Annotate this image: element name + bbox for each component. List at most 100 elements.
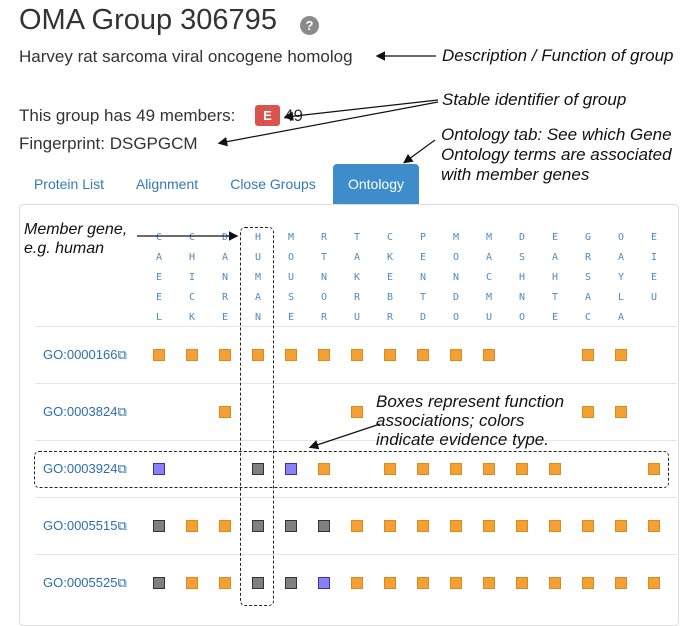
species-letter: A	[155, 252, 163, 263]
association-box[interactable]	[450, 520, 462, 532]
association-box[interactable]	[252, 520, 264, 532]
association-box[interactable]	[417, 520, 429, 532]
go-term-link[interactable]: GO:0000166⧉	[43, 347, 127, 362]
association-box[interactable]	[450, 349, 462, 361]
species-letter: M	[485, 232, 493, 243]
go-term-link[interactable]: GO:0003824⧉	[43, 404, 127, 419]
association-box[interactable]	[516, 577, 528, 589]
species-letter: U	[485, 312, 493, 323]
association-box[interactable]	[384, 577, 396, 589]
species-letter: A	[617, 312, 625, 323]
association-box[interactable]	[252, 577, 264, 589]
association-box[interactable]	[582, 520, 594, 532]
association-box[interactable]	[318, 349, 330, 361]
association-box[interactable]	[153, 463, 165, 475]
association-box[interactable]	[285, 463, 297, 475]
species-letter: E	[155, 272, 163, 283]
tab-alignment[interactable]: Alignment	[135, 176, 199, 192]
association-box[interactable]	[450, 463, 462, 475]
association-box[interactable]	[417, 463, 429, 475]
association-box[interactable]	[483, 577, 495, 589]
association-box[interactable]	[186, 349, 198, 361]
row-divider	[35, 440, 677, 441]
tab-protein-list[interactable]: Protein List	[33, 176, 105, 192]
annotation-boxes-line1: Boxes represent function	[376, 392, 565, 411]
species-letter: O	[287, 252, 295, 263]
species-letter: H	[254, 232, 262, 243]
association-box[interactable]	[384, 520, 396, 532]
association-box[interactable]	[351, 349, 363, 361]
association-box[interactable]	[186, 577, 198, 589]
arrow-boxes	[308, 423, 381, 450]
species-letter: E	[287, 312, 295, 323]
go-term-link[interactable]: GO:0003924⧉	[43, 461, 127, 476]
species-letter: A	[485, 252, 493, 263]
association-box[interactable]	[582, 406, 594, 418]
association-box[interactable]	[483, 463, 495, 475]
association-box[interactable]	[648, 463, 660, 475]
association-box[interactable]	[648, 520, 660, 532]
association-box[interactable]	[252, 349, 264, 361]
association-box[interactable]	[549, 577, 561, 589]
association-box[interactable]	[285, 520, 297, 532]
row-divider	[35, 497, 677, 498]
association-box[interactable]	[417, 577, 429, 589]
association-box[interactable]	[252, 463, 264, 475]
row-divider	[35, 554, 677, 555]
association-box[interactable]	[582, 577, 594, 589]
species-letter: E	[221, 312, 229, 323]
association-box[interactable]	[285, 577, 297, 589]
association-box[interactable]	[615, 349, 627, 361]
go-term-link[interactable]: GO:0005515⧉	[43, 518, 127, 533]
help-icon[interactable]: ?	[300, 16, 319, 35]
association-box[interactable]	[516, 463, 528, 475]
association-box[interactable]	[549, 520, 561, 532]
association-box[interactable]	[351, 406, 363, 418]
association-box[interactable]	[318, 577, 330, 589]
association-box[interactable]	[219, 406, 231, 418]
association-box[interactable]	[219, 577, 231, 589]
species-letter: N	[320, 272, 328, 283]
association-box[interactable]	[318, 463, 330, 475]
association-box[interactable]	[285, 349, 297, 361]
association-box[interactable]	[450, 577, 462, 589]
association-box[interactable]	[615, 520, 627, 532]
species-letter: A	[551, 252, 559, 263]
association-box[interactable]	[417, 349, 429, 361]
species-letter: T	[320, 252, 328, 263]
association-box[interactable]	[219, 349, 231, 361]
members-text: This group has 49 members:	[19, 106, 236, 125]
tab-close-groups[interactable]: Close Groups	[230, 176, 316, 192]
association-box[interactable]	[153, 520, 165, 532]
species-letter: S	[584, 272, 592, 283]
species-letter: Y	[617, 272, 625, 283]
association-box[interactable]	[582, 349, 594, 361]
association-box[interactable]	[153, 577, 165, 589]
association-box[interactable]	[153, 349, 165, 361]
association-box[interactable]	[351, 520, 363, 532]
association-box[interactable]	[648, 577, 660, 589]
association-box[interactable]	[186, 520, 198, 532]
go-term-link[interactable]: GO:0005525⧉	[43, 575, 127, 590]
association-box[interactable]	[384, 463, 396, 475]
species-letter: K	[188, 312, 196, 323]
association-box[interactable]	[219, 520, 231, 532]
association-box[interactable]	[351, 577, 363, 589]
association-box[interactable]	[318, 520, 330, 532]
association-box[interactable]	[615, 577, 627, 589]
species-letter: D	[419, 312, 427, 323]
association-box[interactable]	[549, 463, 561, 475]
association-box[interactable]	[384, 349, 396, 361]
species-letter: R	[353, 292, 361, 303]
association-box[interactable]	[483, 520, 495, 532]
association-box[interactable]	[615, 406, 627, 418]
group-description: Harvey rat sarcoma viral oncogene homolo…	[19, 47, 353, 66]
species-letter: O	[518, 312, 526, 323]
species-letter: E	[551, 232, 559, 243]
annotation-boxes-line3: indicate evidence type.	[376, 430, 549, 449]
association-box[interactable]	[516, 520, 528, 532]
annotation-stable-id: Stable identifier of group	[442, 90, 627, 109]
association-box[interactable]	[483, 349, 495, 361]
species-letter: S	[518, 252, 526, 263]
tab-ontology[interactable]: Ontology	[333, 164, 419, 204]
